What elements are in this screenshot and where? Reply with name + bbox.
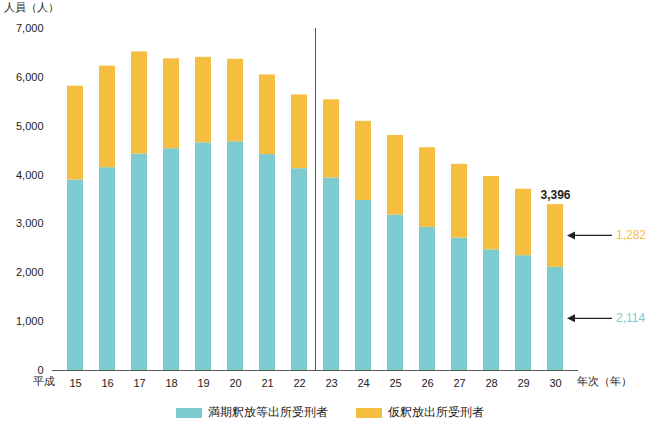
svg-text:18: 18 bbox=[165, 377, 177, 389]
svg-text:7,000: 7,000 bbox=[16, 22, 44, 34]
svg-text:2,000: 2,000 bbox=[16, 266, 44, 278]
svg-text:2,114: 2,114 bbox=[616, 311, 645, 325]
svg-text:27: 27 bbox=[453, 377, 465, 389]
svg-text:4,000: 4,000 bbox=[16, 169, 44, 181]
html-text:満期釈放等出所受刑者: 満期釈放等出所受刑者 bbox=[208, 405, 328, 419]
svg-text:5,000: 5,000 bbox=[16, 120, 44, 132]
svg-text:0: 0 bbox=[37, 364, 44, 376]
html-text:仮釈放出所受刑者: 仮釈放出所受刑者 bbox=[388, 405, 484, 419]
svg-text:6,000: 6,000 bbox=[16, 71, 44, 83]
svg-text:19: 19 bbox=[197, 377, 209, 389]
svg-text:16: 16 bbox=[101, 377, 113, 389]
svg-text:29: 29 bbox=[517, 377, 529, 389]
svg-text:1,282: 1,282 bbox=[616, 228, 646, 242]
svg-text:21: 21 bbox=[261, 377, 273, 389]
svg-text:30: 30 bbox=[549, 377, 561, 389]
svg-text:3,000: 3,000 bbox=[16, 217, 44, 229]
svg-text:26: 26 bbox=[421, 377, 433, 389]
svg-text:28: 28 bbox=[485, 377, 497, 389]
svg-text:23: 23 bbox=[325, 377, 337, 389]
svg-text:平成: 平成 bbox=[33, 375, 55, 387]
svg-text:3,396: 3,396 bbox=[540, 188, 570, 202]
svg-text:17: 17 bbox=[133, 377, 145, 389]
svg-text:15: 15 bbox=[69, 377, 81, 389]
svg-text:24: 24 bbox=[357, 377, 369, 389]
svg-text:年次（年）: 年次（年） bbox=[577, 375, 632, 387]
svg-text:22: 22 bbox=[293, 377, 305, 389]
svg-text:人員（人）: 人員（人） bbox=[4, 1, 59, 13]
svg-text:1,000: 1,000 bbox=[16, 315, 44, 327]
svg-text:20: 20 bbox=[229, 377, 241, 389]
svg-text:25: 25 bbox=[389, 377, 401, 389]
